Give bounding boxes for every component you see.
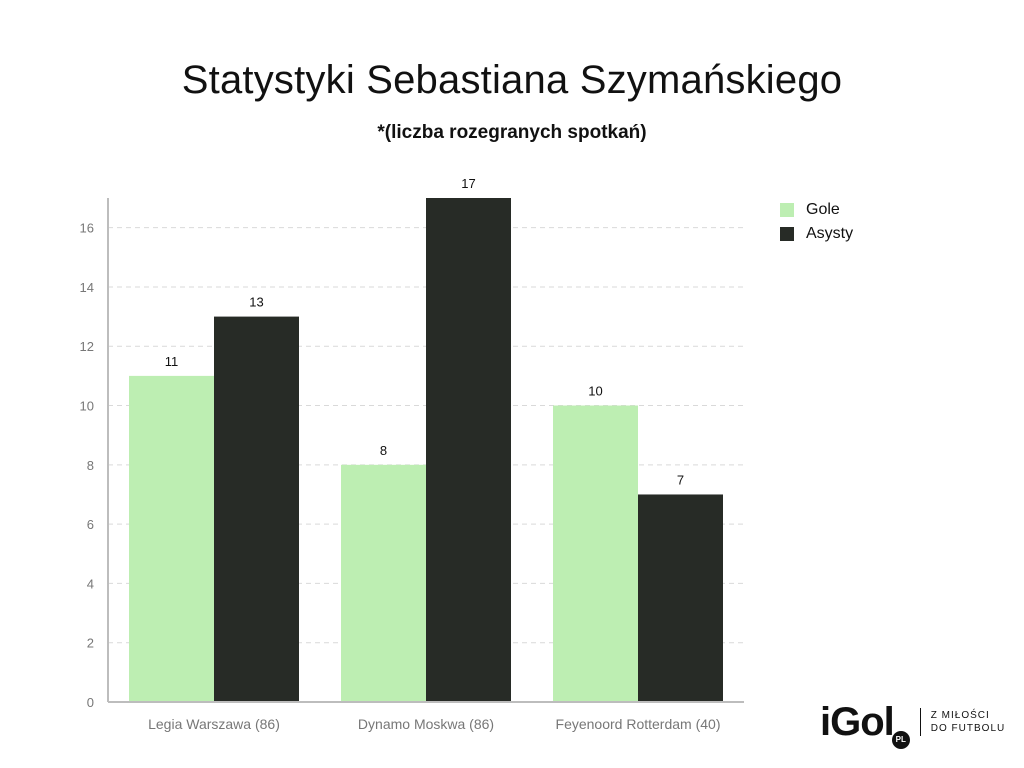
bar-gole-1 xyxy=(341,464,426,702)
chart-subtitle: *(liczba rozegranych spotkań) xyxy=(377,122,647,143)
data-label: 11 xyxy=(165,354,179,369)
x-tick-label: Dynamo Moskwa (86) xyxy=(358,716,494,732)
y-tick-label: 14 xyxy=(80,280,94,295)
bar-asysty-2 xyxy=(638,494,723,702)
legend-swatch-gole xyxy=(780,203,794,217)
data-label: 13 xyxy=(249,295,263,310)
data-label: 7 xyxy=(677,472,684,487)
y-tick-label: 12 xyxy=(80,339,94,354)
legend-label-asysty: Asysty xyxy=(806,225,854,242)
data-label: 8 xyxy=(380,443,387,458)
y-tick-label: 0 xyxy=(87,695,94,710)
tagline-line-2: DO FUTBOLU xyxy=(930,723,1006,734)
x-tick-label: Feyenoord Rotterdam (40) xyxy=(556,716,721,732)
bar-gole-0 xyxy=(129,375,214,702)
brand-tagline: Z MIŁOŚCI DO FUTBOLU xyxy=(931,709,1005,735)
bar-asysty-1 xyxy=(426,198,511,702)
data-label: 10 xyxy=(588,384,602,399)
brand-divider xyxy=(919,708,921,736)
y-tick-label: 2 xyxy=(87,636,94,651)
legend-swatch-asysty xyxy=(780,227,794,241)
tagline-line-1: Z MIŁOŚCI xyxy=(930,710,990,721)
legend-item-asysty: Asysty xyxy=(780,222,853,246)
data-label: 17 xyxy=(461,176,475,191)
legend-label-gole: Gole xyxy=(806,201,840,218)
y-tick-label: 10 xyxy=(80,399,94,414)
y-tick-label: 4 xyxy=(87,576,94,591)
legend-item-gole: Gole xyxy=(780,198,853,222)
bar-asysty-0 xyxy=(214,316,299,702)
chart-title: Statystyki Sebastiana Szymańskiego xyxy=(181,58,843,102)
y-tick-label: 6 xyxy=(87,517,94,532)
igol-logo: iGol PL xyxy=(820,700,910,749)
bar-gole-2 xyxy=(553,405,638,702)
x-tick-label: Legia Warszawa (86) xyxy=(148,716,280,732)
chart-legend: Gole Asysty xyxy=(780,198,853,246)
y-tick-label: 8 xyxy=(87,458,94,473)
brand-logo-block: iGol PL Z MIŁOŚCI DO FUTBOLU xyxy=(820,700,1005,749)
y-tick-label: 16 xyxy=(80,221,94,236)
logo-pl-badge: PL xyxy=(891,730,910,749)
